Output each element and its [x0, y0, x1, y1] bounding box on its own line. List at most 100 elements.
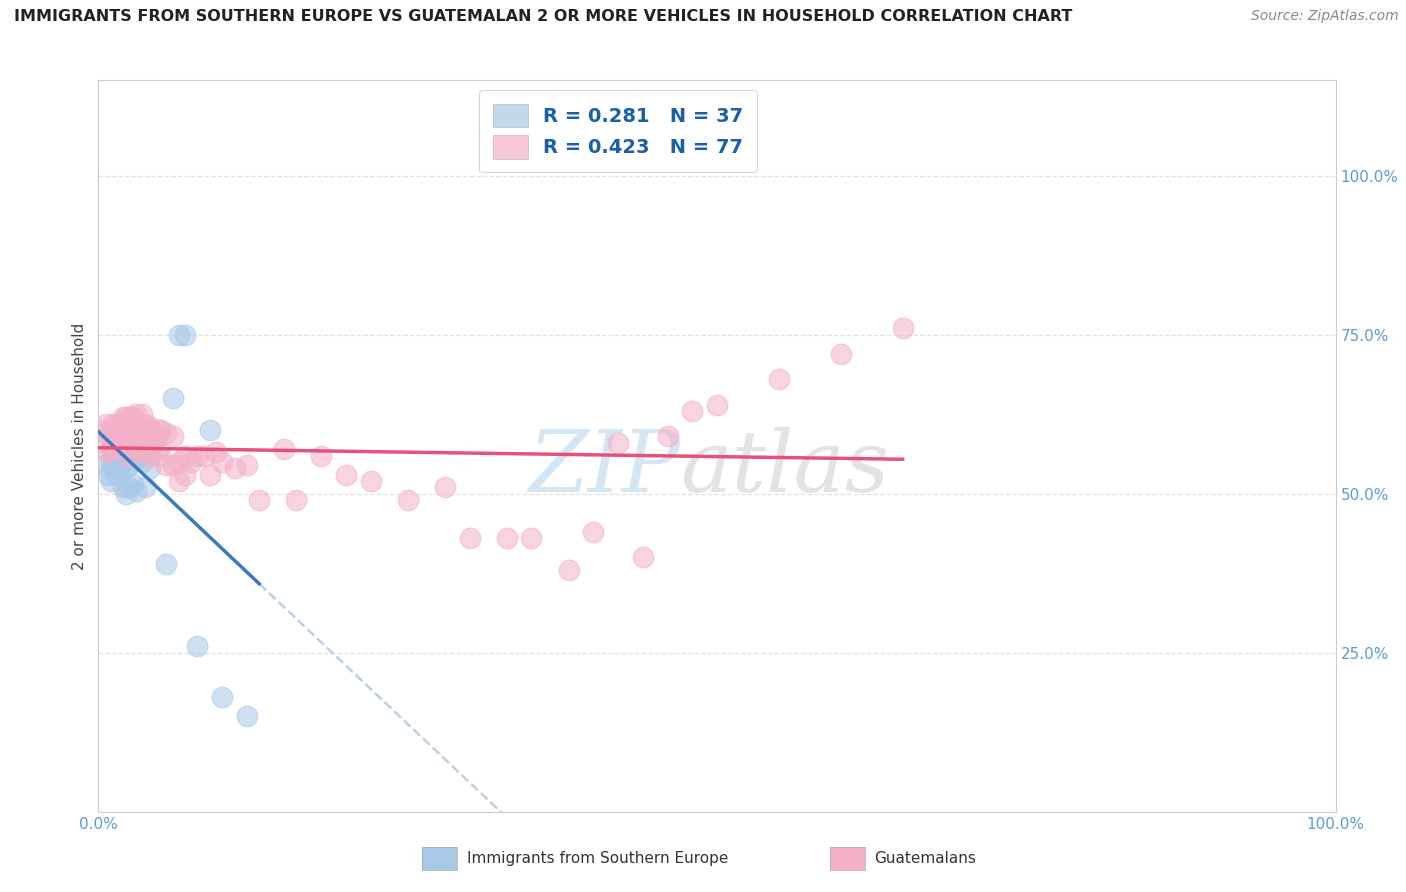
Point	[118, 429, 141, 443]
Point	[131, 455, 153, 469]
Point	[110, 458, 132, 472]
Point	[118, 480, 141, 494]
Point	[100, 474, 122, 488]
Point	[149, 423, 172, 437]
Point	[167, 455, 190, 469]
Point	[134, 417, 156, 431]
Point	[131, 449, 153, 463]
Point	[236, 709, 259, 723]
Point	[146, 442, 169, 457]
Point	[105, 451, 128, 466]
Point	[103, 423, 125, 437]
Point	[236, 458, 259, 472]
Point	[122, 435, 145, 450]
Text: Source: ZipAtlas.com: Source: ZipAtlas.com	[1251, 9, 1399, 23]
Point	[127, 449, 149, 463]
Point	[174, 327, 197, 342]
Point	[122, 410, 145, 425]
Point	[520, 531, 543, 545]
Point	[114, 439, 136, 453]
Point	[706, 398, 728, 412]
Point	[103, 439, 125, 453]
Point	[681, 404, 703, 418]
Point	[180, 455, 202, 469]
Point	[167, 474, 190, 488]
Point	[186, 449, 208, 463]
Point	[582, 524, 605, 539]
Y-axis label: 2 or more Vehicles in Household: 2 or more Vehicles in Household	[72, 322, 87, 570]
Point	[110, 439, 132, 453]
Point	[105, 417, 128, 431]
Point	[631, 550, 654, 565]
Point	[211, 455, 233, 469]
Point	[110, 417, 132, 431]
Point	[112, 410, 135, 425]
Point	[93, 458, 115, 472]
Point	[124, 429, 146, 443]
Point	[112, 455, 135, 469]
Text: Immigrants from Southern Europe: Immigrants from Southern Europe	[467, 851, 728, 866]
Point	[131, 407, 153, 421]
Point	[124, 451, 146, 466]
Point	[830, 347, 852, 361]
Point	[118, 449, 141, 463]
Point	[607, 435, 630, 450]
Point	[557, 563, 579, 577]
Point	[127, 417, 149, 431]
Point	[105, 435, 128, 450]
Point	[124, 483, 146, 498]
Point	[131, 429, 153, 443]
Point	[112, 480, 135, 494]
Point	[167, 327, 190, 342]
Point	[495, 531, 517, 545]
Point	[122, 445, 145, 459]
Point	[139, 420, 162, 434]
Text: Guatemalans: Guatemalans	[875, 851, 976, 866]
Point	[657, 429, 679, 443]
Point	[174, 449, 197, 463]
Point	[224, 461, 246, 475]
Point	[143, 435, 166, 450]
Point	[360, 474, 382, 488]
Point	[107, 423, 129, 437]
Point	[205, 445, 228, 459]
Point	[335, 467, 357, 482]
Point	[100, 442, 122, 457]
Point	[155, 557, 177, 571]
Point	[122, 477, 145, 491]
Point	[103, 458, 125, 472]
Point	[285, 493, 308, 508]
Point	[768, 372, 790, 386]
Point	[162, 458, 184, 472]
Point	[93, 435, 115, 450]
Point	[396, 493, 419, 508]
Point	[186, 640, 208, 654]
Point	[97, 429, 120, 443]
Point	[114, 486, 136, 500]
Point	[198, 467, 221, 482]
Point	[149, 449, 172, 463]
Point	[136, 442, 159, 457]
Point	[136, 423, 159, 437]
Point	[139, 449, 162, 463]
Point	[97, 445, 120, 459]
Point	[149, 423, 172, 437]
Point	[162, 392, 184, 406]
Point	[100, 455, 122, 469]
Point	[211, 690, 233, 705]
Point	[134, 480, 156, 494]
Point	[124, 407, 146, 421]
Point	[100, 423, 122, 437]
Point	[174, 467, 197, 482]
Point	[114, 461, 136, 475]
Point	[118, 410, 141, 425]
Point	[91, 423, 114, 437]
Point	[136, 442, 159, 457]
Point	[891, 321, 914, 335]
Point	[146, 429, 169, 443]
Point	[155, 458, 177, 472]
Point	[103, 461, 125, 475]
Text: IMMIGRANTS FROM SOUTHERN EUROPE VS GUATEMALAN 2 OR MORE VEHICLES IN HOUSEHOLD CO: IMMIGRANTS FROM SOUTHERN EUROPE VS GUATE…	[14, 9, 1073, 24]
Point	[198, 423, 221, 437]
Point	[155, 426, 177, 441]
